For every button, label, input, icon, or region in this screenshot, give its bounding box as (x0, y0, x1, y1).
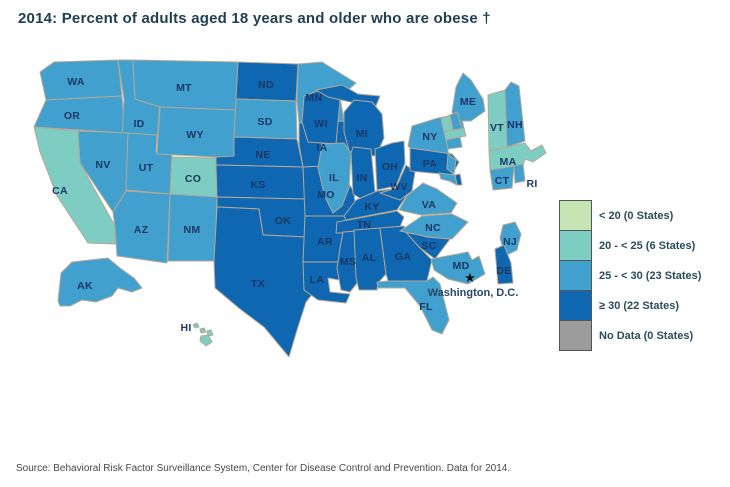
state-label-ny: NY (422, 131, 437, 143)
state-label-la: LA (310, 274, 325, 286)
state-label-ri: RI (526, 178, 537, 190)
state-label-de: DE (496, 265, 511, 277)
state-label-mt: MT (176, 82, 192, 94)
state-nj[interactable] (446, 153, 457, 175)
state-label-ct: CT (495, 175, 510, 187)
legend-swatch-no-data (559, 320, 592, 351)
state-fl[interactable] (376, 276, 450, 335)
state-label-ga: GA (395, 251, 411, 263)
state-hi[interactable] (206, 329, 214, 337)
state-label-ak: AK (77, 280, 93, 292)
state-label-az: AZ (134, 224, 149, 236)
state-label-oh: OH (382, 161, 398, 173)
state-label-md: MD (453, 260, 470, 272)
state-hi[interactable] (192, 322, 200, 329)
state-label-sc: SC (421, 240, 436, 252)
state-mi[interactable] (343, 99, 385, 157)
state-label-nj: NJ (503, 236, 517, 248)
legend-label-25-30: 25 - < 30 (23 States) (599, 269, 702, 282)
legend-label-gte-30: ≥ 30 (22 States) (599, 299, 680, 312)
state-vt[interactable] (487, 89, 508, 152)
state-label-ma: MA (500, 156, 517, 168)
legend-swatch-25-30 (559, 260, 592, 291)
state-label-ky: KY (364, 201, 379, 213)
legend-item: No Data (0 States) (559, 320, 701, 351)
state-label-or: OR (64, 110, 80, 122)
state-label-me: ME (460, 96, 476, 108)
legend-swatch-20-25 (559, 230, 592, 261)
state-hi[interactable] (199, 334, 213, 347)
state-label-nm: NM (184, 224, 201, 236)
state-nh[interactable] (504, 81, 526, 148)
state-label-mi: MI (356, 128, 368, 140)
legend-swatch-lt-20 (559, 200, 592, 231)
state-va[interactable] (398, 182, 458, 216)
legend-swatch-gte-30 (559, 290, 592, 321)
state-label-co: CO (185, 173, 201, 185)
state-tx[interactable] (213, 206, 320, 358)
state-label-nh: NH (507, 119, 523, 131)
state-md[interactable] (438, 172, 458, 186)
state-label-sd: SD (257, 116, 272, 128)
state-label-ms: MS (340, 256, 356, 268)
state-label-wi: WI (314, 118, 327, 130)
state-label-id: ID (133, 118, 144, 130)
legend-label-lt-20: < 20 (0 States) (599, 209, 674, 222)
dc-star-icon[interactable]: ★ (464, 271, 476, 286)
state-label-ia: IA (316, 142, 327, 154)
state-label-in: IN (356, 172, 367, 184)
state-label-ks: KS (250, 179, 265, 191)
state-label-fl: FL (419, 301, 433, 313)
state-wv[interactable] (379, 164, 416, 201)
state-me[interactable] (451, 72, 486, 122)
state-label-wy: WY (186, 129, 204, 141)
state-ri[interactable] (513, 163, 526, 184)
legend-item: ≥ 30 (22 States) (559, 290, 701, 321)
state-label-ca: CA (52, 185, 68, 197)
state-de[interactable] (494, 244, 514, 285)
state-label-il: IL (329, 172, 339, 184)
state-ct[interactable] (489, 165, 515, 191)
figure-title: 2014: Percent of adults aged 18 years an… (18, 10, 491, 27)
state-label-nv: NV (95, 159, 110, 171)
state-wa[interactable] (39, 59, 123, 101)
state-label-pa: PA (423, 158, 438, 170)
state-label-tn: TN (357, 219, 372, 231)
dc-label: Washington, D.C. (428, 287, 519, 299)
map-legend: < 20 (0 States) 20 - < 25 (6 States) 25 … (559, 200, 701, 351)
legend-item: 25 - < 30 (23 States) (559, 260, 701, 291)
legend-item: < 20 (0 States) (559, 200, 701, 231)
state-label-mo: MO (317, 189, 335, 201)
state-label-wa: WA (67, 76, 85, 88)
state-label-ok: OK (275, 215, 291, 227)
state-label-tx: TX (251, 278, 265, 290)
legend-item: 20 - < 25 (6 States) (559, 230, 701, 261)
state-label-ar: AR (317, 236, 333, 248)
state-label-mn: MN (306, 92, 323, 104)
state-label-ut: UT (139, 162, 154, 174)
state-label-nd: ND (258, 79, 274, 91)
source-note: Source: Behavioral Risk Factor Surveilla… (16, 463, 511, 474)
state-md[interactable] (430, 251, 486, 285)
state-label-hi: HI (180, 322, 191, 334)
legend-label-20-25: 20 - < 25 (6 States) (599, 239, 696, 252)
state-label-wv: WV (390, 181, 408, 193)
state-ak[interactable] (57, 257, 143, 307)
state-label-va: VA (422, 199, 437, 211)
state-ct[interactable] (445, 136, 463, 150)
state-oh[interactable] (374, 140, 406, 191)
state-nc[interactable] (399, 213, 469, 240)
state-label-al: AL (362, 252, 377, 264)
legend-label-no-data: No Data (0 States) (599, 329, 694, 342)
state-label-nc: NC (425, 222, 441, 234)
state-label-vt: VT (490, 122, 504, 134)
state-az[interactable] (112, 190, 171, 264)
state-il[interactable] (317, 142, 352, 214)
state-hi[interactable] (199, 327, 207, 334)
state-label-ne: NE (255, 149, 270, 161)
